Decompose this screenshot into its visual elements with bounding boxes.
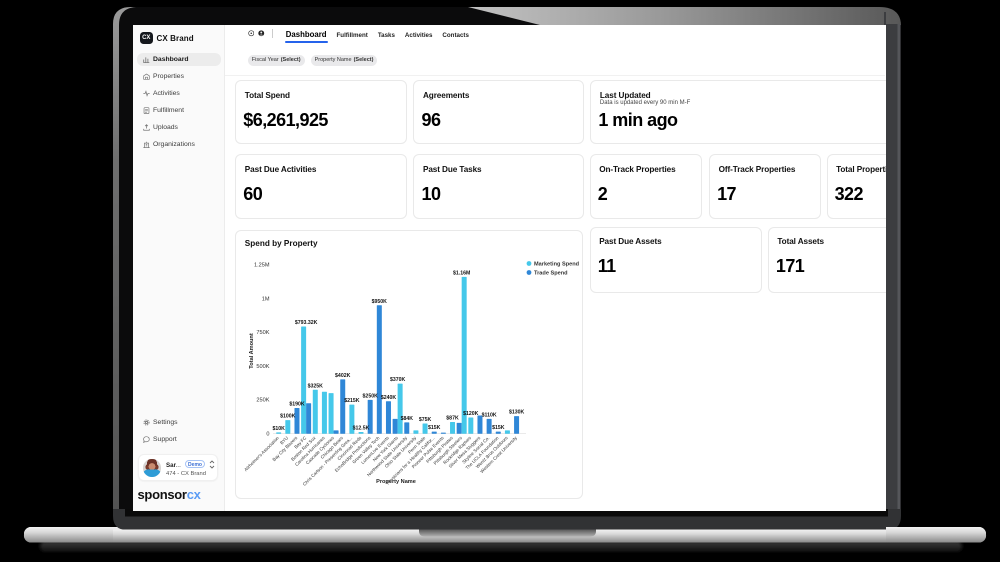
svg-text:$110K: $110K: [482, 413, 497, 419]
svg-text:$100K: $100K: [280, 414, 296, 420]
svg-text:750K: 750K: [257, 330, 270, 336]
svg-text:250K: 250K: [257, 398, 270, 404]
svg-text:Trade Spend: Trade Spend: [534, 271, 568, 277]
svg-text:500K: 500K: [257, 364, 270, 370]
svg-text:1M: 1M: [262, 297, 270, 303]
svg-text:Property Name: Property Name: [376, 479, 416, 485]
svg-text:BYU: BYU: [279, 436, 289, 446]
svg-text:Alzheimer's Association: Alzheimer's Association: [243, 435, 280, 472]
svg-text:$950K: $950K: [372, 299, 388, 305]
svg-text:Marketing Spend: Marketing Spend: [534, 262, 580, 268]
svg-text:0: 0: [267, 432, 270, 438]
svg-text:$250K: $250K: [363, 394, 379, 400]
svg-text:1.25M: 1.25M: [254, 263, 270, 269]
svg-text:$370K: $370K: [390, 377, 406, 383]
svg-text:$1.16M: $1.16M: [453, 271, 470, 277]
svg-text:$15K: $15K: [492, 425, 505, 431]
svg-text:$15K: $15K: [428, 425, 441, 431]
svg-text:Total Amount: Total Amount: [249, 333, 255, 369]
svg-text:$87K: $87K: [447, 416, 460, 422]
svg-text:$120K: $120K: [463, 411, 479, 417]
svg-text:$240K: $240K: [381, 395, 397, 401]
svg-text:$402K: $402K: [335, 373, 351, 379]
svg-text:$130K: $130K: [509, 410, 525, 416]
svg-text:$12.5K: $12.5K: [353, 426, 370, 432]
svg-text:$84K: $84K: [401, 416, 414, 422]
svg-text:$10K: $10K: [273, 426, 286, 432]
svg-text:$325K: $325K: [308, 384, 324, 390]
svg-text:$75K: $75K: [419, 417, 432, 423]
svg-text:$215K: $215K: [345, 398, 361, 404]
svg-text:$793.32K: $793.32K: [295, 320, 318, 326]
svg-text:$190K: $190K: [290, 402, 306, 408]
